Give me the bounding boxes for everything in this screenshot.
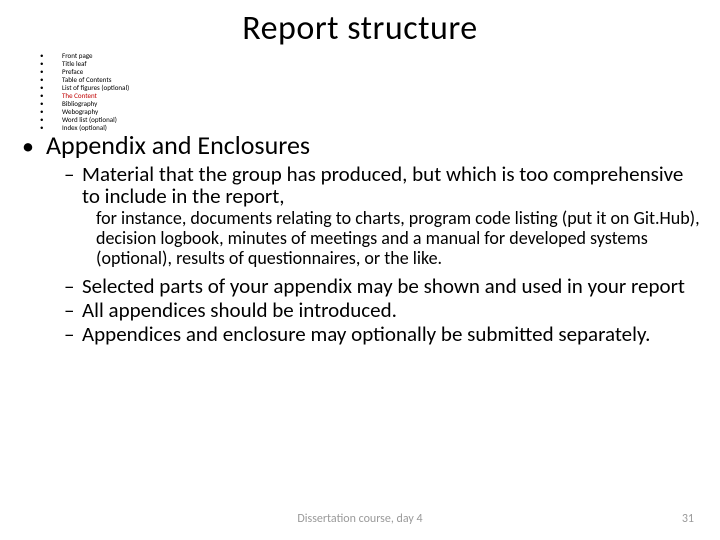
structure-mini-list: •Front page •Title leaf •Preface •Table … [40, 52, 129, 132]
bullet-level2: – Appendices and enclosure may optionall… [64, 323, 708, 345]
bullet-level2: – All appendices should be introduced. [64, 299, 708, 321]
bullet-text: Appendix and Enclosures [46, 132, 310, 159]
bullet-text: Selected parts of your appendix may be s… [82, 275, 685, 297]
slide-title: Report structure [0, 8, 720, 49]
slide: Report structure •Front page •Title leaf… [0, 0, 720, 540]
dash-icon: – [64, 163, 82, 185]
page-number: 31 [682, 512, 694, 526]
bullet-level1: • Appendix and Enclosures [22, 132, 708, 159]
bullet-level2: – Selected parts of your appendix may be… [64, 275, 708, 297]
bullet-text: Material that the group has produced, bu… [82, 163, 692, 207]
bullet-text: for instance, documents relating to char… [96, 207, 700, 269]
bullet-level2: – Material that the group has produced, … [64, 163, 708, 207]
dash-icon: – [64, 323, 82, 345]
bullet-text: Appendices and enclosure may optionally … [82, 323, 650, 345]
body-content: • Appendix and Enclosures – Material tha… [22, 132, 708, 348]
bullet-text: All appendices should be introduced. [82, 299, 397, 321]
bullet-level3: for instance, documents relating to char… [96, 209, 708, 269]
bullet-icon: • [22, 135, 46, 159]
list-item: •Title leaf [40, 60, 129, 68]
footer-text: Dissertation course, day 4 [0, 512, 720, 526]
dash-icon: – [64, 299, 82, 321]
dash-icon: – [64, 275, 82, 297]
